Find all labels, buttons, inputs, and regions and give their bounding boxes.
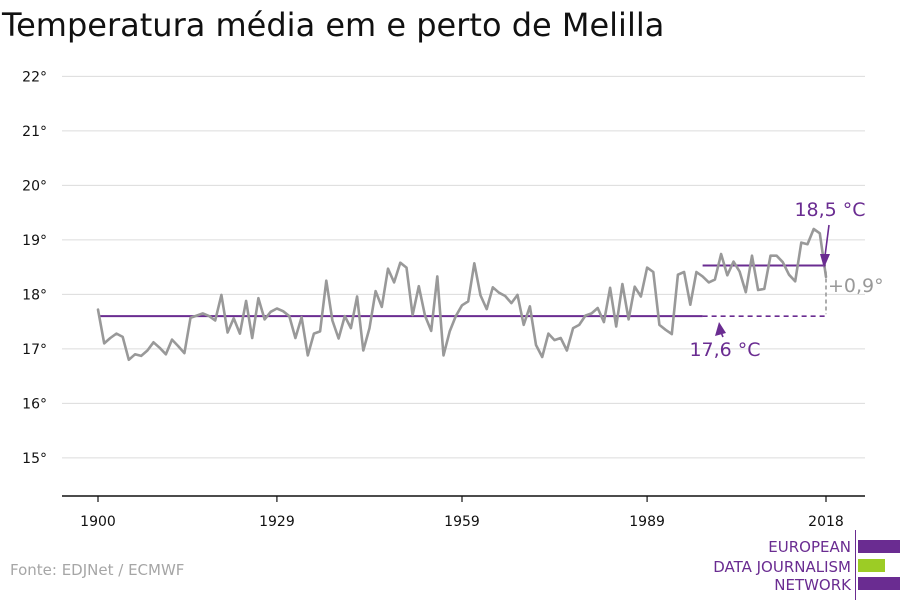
logo-divider [855, 530, 856, 600]
y-tick-label-18: 18° [22, 287, 47, 303]
recent-average-arrow-shaft [824, 224, 830, 257]
y-tick-label-17: 17° [22, 342, 47, 358]
x-tick-label-1959: 1959 [444, 514, 480, 530]
axes: 15° 16° 17° 18° 19° 20° 21° 22° 1900 1929 1959 1989… [22, 69, 865, 530]
recent-average-arrowhead [820, 254, 830, 268]
y-tick-label-16: 16° [22, 396, 47, 412]
logo-line-european: EUROPEAN [768, 538, 851, 556]
logo-bar-bottom [858, 577, 900, 590]
gridlines [62, 75, 865, 459]
y-tick-label-20: 20° [22, 178, 47, 194]
temperature-series-line [96, 227, 828, 362]
logo-bar-top [858, 540, 900, 553]
source-note: Fonte: EDJNet / ECMWF [10, 561, 185, 579]
y-tick-label-21: 21° [22, 124, 47, 140]
difference-label: +0,9° [828, 275, 884, 297]
x-tick-label-1900: 1900 [80, 514, 116, 530]
x-tick-label-1929: 1929 [259, 514, 295, 530]
chart-title: Temperatura média em e perto de Melilla [2, 6, 665, 44]
baseline-average-label: 17,6 °C [689, 339, 760, 361]
recent-average-label: 18,5 °C [794, 199, 865, 221]
y-tick-label-15: 15° [22, 451, 47, 467]
series-layer [96, 227, 828, 362]
edjnet-logo: EUROPEAN DATA JOURNALISM NETWORK [700, 530, 900, 600]
logo-line-network: NETWORK [774, 576, 851, 594]
x-tick-label-2018: 2018 [808, 514, 844, 530]
x-tick-label-1989: 1989 [629, 514, 665, 530]
annotations: +0,9° 18,5 °C 17,6 °C [689, 199, 883, 361]
baseline-average-arrowhead [715, 322, 726, 336]
logo-bar-middle [858, 559, 885, 572]
logo-line-data-journalism: DATA JOURNALISM [713, 558, 851, 576]
y-tick-label-19: 19° [22, 233, 47, 249]
y-tick-label-22: 22° [22, 69, 47, 85]
